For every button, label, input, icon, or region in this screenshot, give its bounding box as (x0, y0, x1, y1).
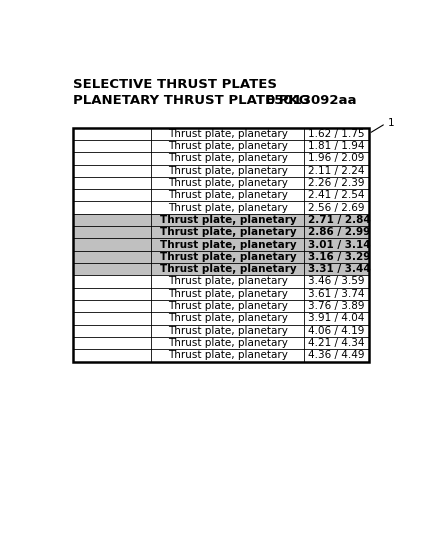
Text: Thrust plate, planetary: Thrust plate, planetary (168, 350, 288, 360)
Text: PLANETARY THRUST PLATE PKG: PLANETARY THRUST PLATE PKG (74, 94, 310, 107)
Text: Thrust plate, planetary: Thrust plate, planetary (168, 301, 288, 311)
Text: Thrust plate, planetary: Thrust plate, planetary (168, 178, 288, 188)
Text: 2.11 / 2.24: 2.11 / 2.24 (308, 166, 365, 176)
Text: Thrust plate, planetary: Thrust plate, planetary (159, 264, 296, 274)
Text: 2.41 / 2.54: 2.41 / 2.54 (308, 190, 365, 200)
Text: Thrust plate, planetary: Thrust plate, planetary (168, 277, 288, 286)
Text: Thrust plate, planetary: Thrust plate, planetary (159, 252, 296, 262)
Text: SELECTIVE THRUST PLATES: SELECTIVE THRUST PLATES (74, 78, 277, 91)
Text: Thrust plate, planetary: Thrust plate, planetary (168, 338, 288, 348)
Text: 3.01 / 3.14: 3.01 / 3.14 (308, 239, 371, 249)
Text: 1.81 / 1.94: 1.81 / 1.94 (308, 141, 365, 151)
Text: 2.71 / 2.84: 2.71 / 2.84 (308, 215, 371, 225)
Text: 1.96 / 2.09: 1.96 / 2.09 (308, 154, 365, 163)
Text: Thrust plate, planetary: Thrust plate, planetary (159, 227, 296, 237)
Bar (74, 127, 369, 361)
Text: Thrust plate, planetary: Thrust plate, planetary (168, 326, 288, 336)
Text: 1.62 / 1.75: 1.62 / 1.75 (308, 129, 365, 139)
Text: Thrust plate, planetary: Thrust plate, planetary (168, 166, 288, 176)
Bar (74, 263, 369, 276)
Text: Thrust plate, planetary: Thrust plate, planetary (168, 313, 288, 324)
Text: Thrust plate, planetary: Thrust plate, planetary (168, 289, 288, 299)
Text: 2.56 / 2.69: 2.56 / 2.69 (308, 203, 365, 213)
Text: 4.21 / 4.34: 4.21 / 4.34 (308, 338, 365, 348)
Text: 3.91 / 4.04: 3.91 / 4.04 (308, 313, 365, 324)
Text: Thrust plate, planetary: Thrust plate, planetary (168, 129, 288, 139)
Text: 05013092aa: 05013092aa (265, 94, 357, 107)
Text: Thrust plate, planetary: Thrust plate, planetary (168, 203, 288, 213)
Text: Thrust plate, planetary: Thrust plate, planetary (168, 190, 288, 200)
Text: 3.76 / 3.89: 3.76 / 3.89 (308, 301, 365, 311)
Text: Thrust plate, planetary: Thrust plate, planetary (159, 215, 296, 225)
Text: 3.46 / 3.59: 3.46 / 3.59 (308, 277, 365, 286)
Text: 3.16 / 3.29: 3.16 / 3.29 (308, 252, 371, 262)
Text: 2.26 / 2.39: 2.26 / 2.39 (308, 178, 365, 188)
Text: 3.31 / 3.44: 3.31 / 3.44 (308, 264, 371, 274)
Text: Thrust plate, planetary: Thrust plate, planetary (168, 154, 288, 163)
Text: 2.86 / 2.99: 2.86 / 2.99 (308, 227, 371, 237)
Text: 3.61 / 3.74: 3.61 / 3.74 (308, 289, 365, 299)
Bar (74, 251, 369, 263)
Text: 4.36 / 4.49: 4.36 / 4.49 (308, 350, 365, 360)
Text: Thrust plate, planetary: Thrust plate, planetary (168, 141, 288, 151)
Bar (74, 226, 369, 238)
Text: Thrust plate, planetary: Thrust plate, planetary (159, 239, 296, 249)
Text: 4.06 / 4.19: 4.06 / 4.19 (308, 326, 365, 336)
Bar (74, 238, 369, 251)
Bar (74, 214, 369, 226)
Text: 1: 1 (387, 118, 394, 128)
